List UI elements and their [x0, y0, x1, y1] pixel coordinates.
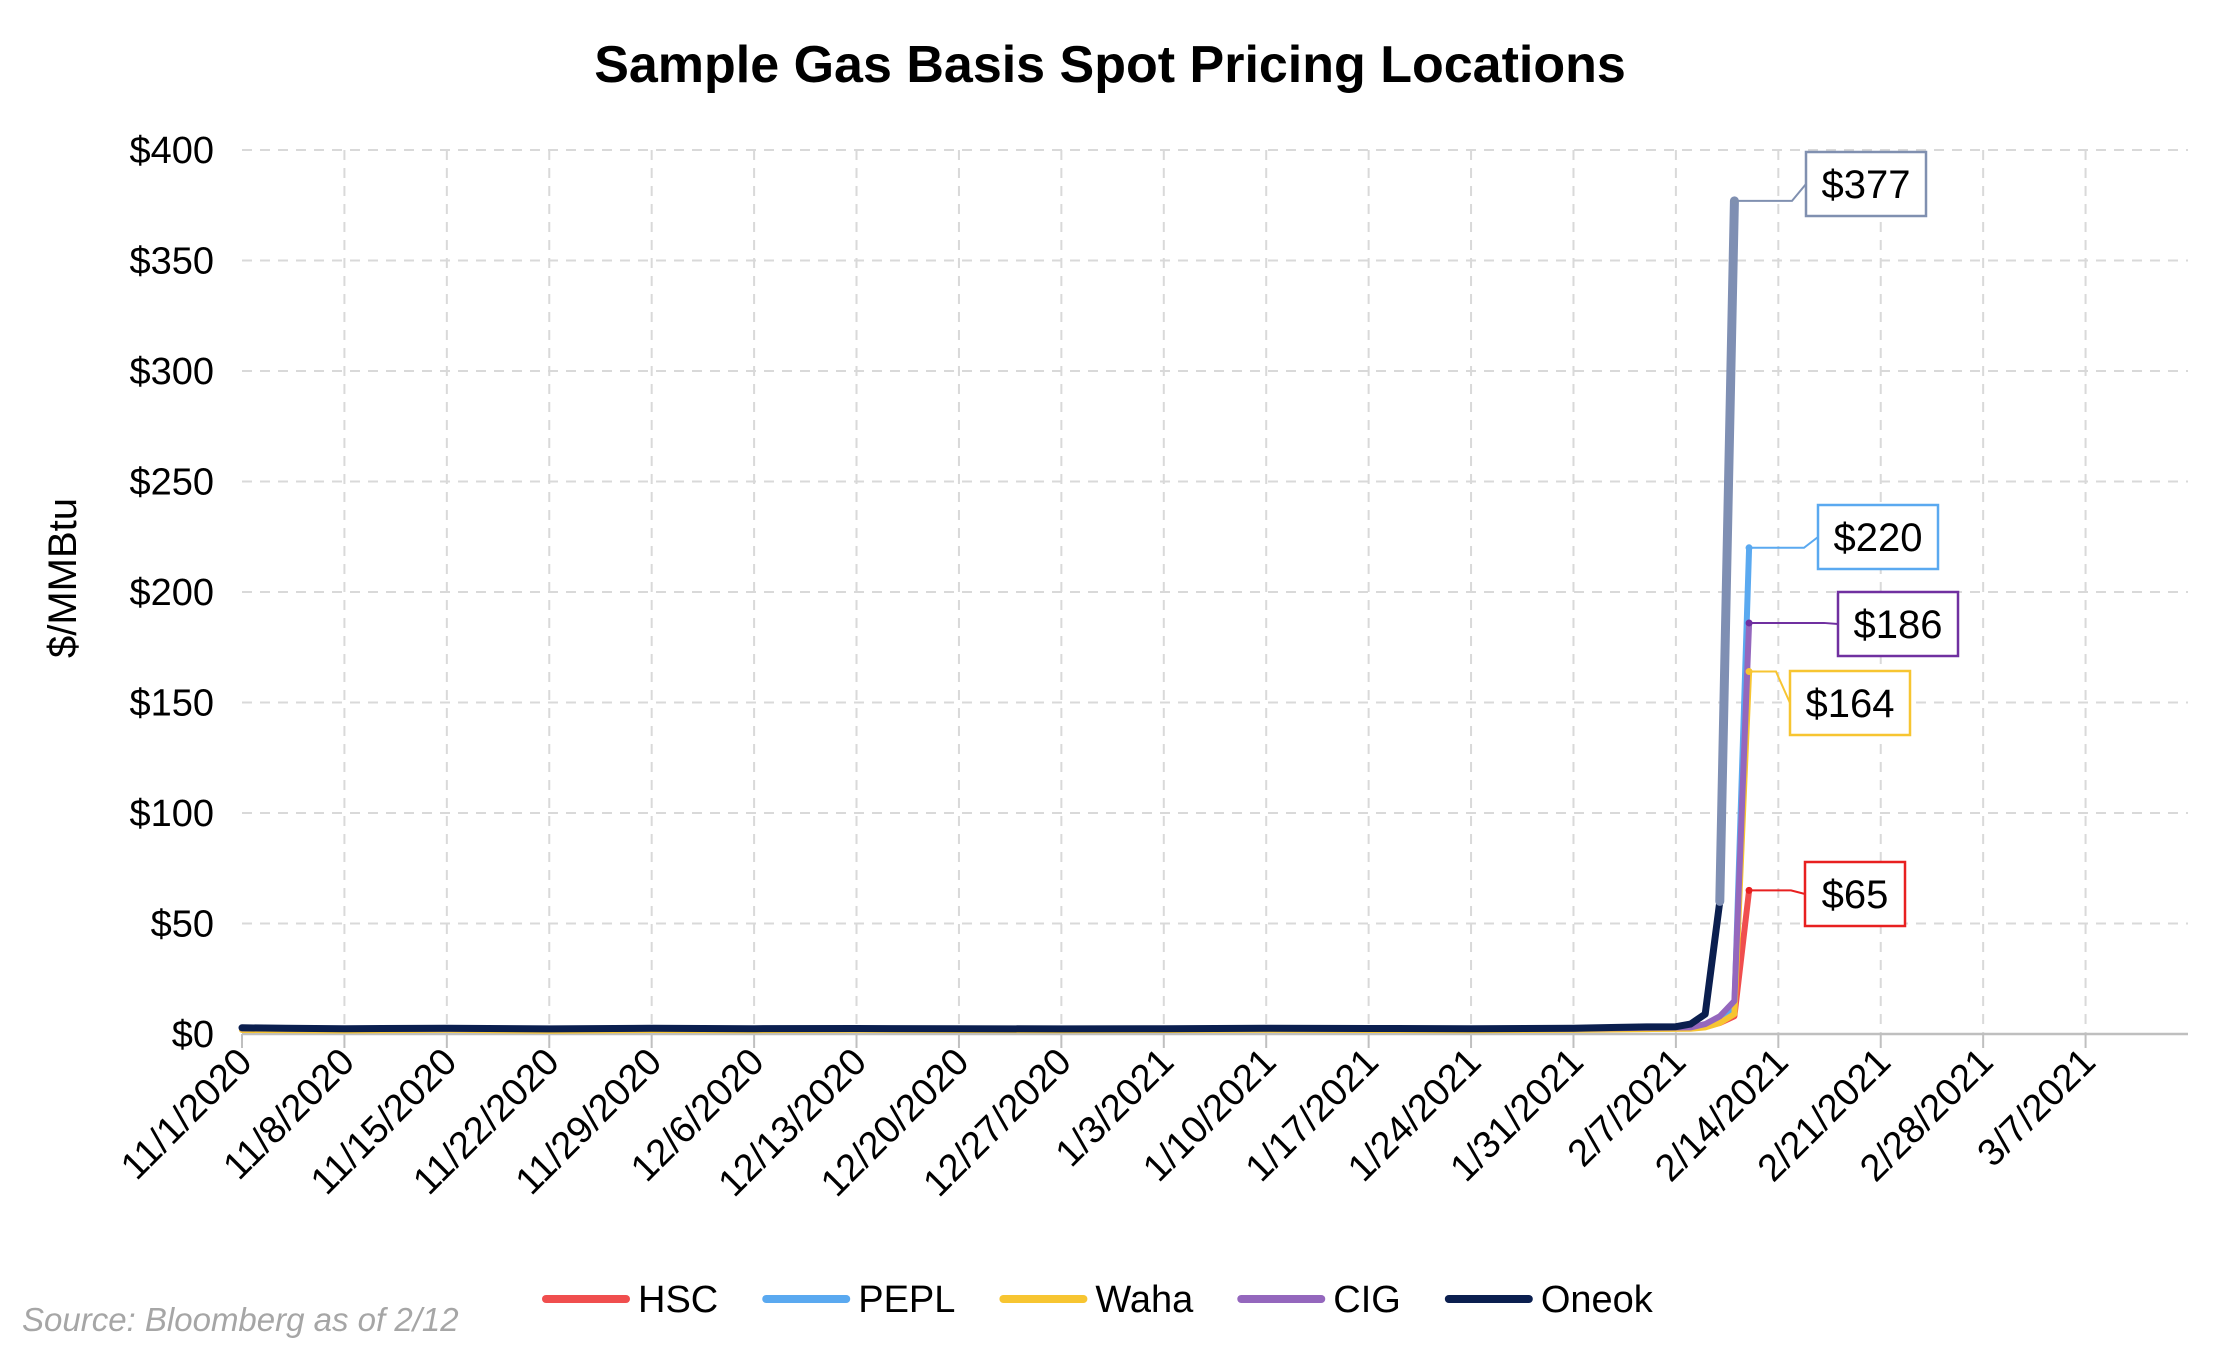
legend: HSC PEPL Waha CIG Oneok — [542, 1279, 1654, 1321]
callout-label: $65 — [1822, 873, 1889, 917]
legend-label: PEPL — [858, 1279, 955, 1321]
legend-label: HSC — [638, 1279, 718, 1321]
y-tick-label: $250 — [129, 462, 214, 504]
callout-box — [1788, 669, 1912, 737]
callout-label: $164 — [1806, 682, 1895, 726]
y-tick-label: $300 — [129, 351, 214, 393]
chart-title: Sample Gas Basis Spot Pricing Locations — [594, 36, 1626, 94]
callout-box — [1804, 150, 1928, 218]
callout-box — [1816, 503, 1940, 571]
legend-label: Oneok — [1541, 1279, 1654, 1321]
callout-leader — [1749, 889, 1806, 895]
callout-label: $186 — [1854, 603, 1943, 647]
callout-leader — [1749, 670, 1791, 704]
series-line-cig — [239, 619, 1753, 1033]
series-line-pepl — [239, 544, 1753, 1033]
y-tick-label: $50 — [151, 904, 214, 946]
callout-box — [1803, 860, 1907, 928]
legend-label: Waha — [1095, 1279, 1194, 1321]
callout-leader — [1749, 621, 1839, 625]
legend-label: CIG — [1333, 1279, 1401, 1321]
series-lines — [238, 196, 1753, 1034]
callout-box — [1836, 590, 1960, 658]
callouts: $377 $220 $186 $164 $65 — [1730, 150, 1960, 928]
y-tick-label: $0 — [172, 1014, 214, 1056]
y-tick-label: $200 — [129, 572, 214, 614]
series-line-waha — [239, 668, 1753, 1034]
callout-label: $377 — [1822, 163, 1911, 207]
y-tick-label: $150 — [129, 683, 214, 725]
source-note: Source: Bloomberg as of 2/12 — [22, 1301, 459, 1338]
callout-label: $220 — [1834, 516, 1923, 560]
y-tick-label: $100 — [129, 793, 214, 835]
series-line-oneok — [238, 197, 1738, 1033]
grid — [242, 149, 2188, 1034]
y-axis-label: $/MMBtu — [41, 498, 85, 658]
y-tick-label: $400 — [129, 130, 214, 172]
series-spike-oneok — [1715, 196, 1739, 906]
callout-leader — [1734, 183, 1807, 202]
y-tick-label: $350 — [129, 241, 214, 283]
callout-leader — [1749, 536, 1819, 549]
axes: $0$50$100$150$200$250$300$350$40011/1/20… — [113, 130, 2188, 1205]
series-line-hsc — [239, 887, 1753, 1033]
